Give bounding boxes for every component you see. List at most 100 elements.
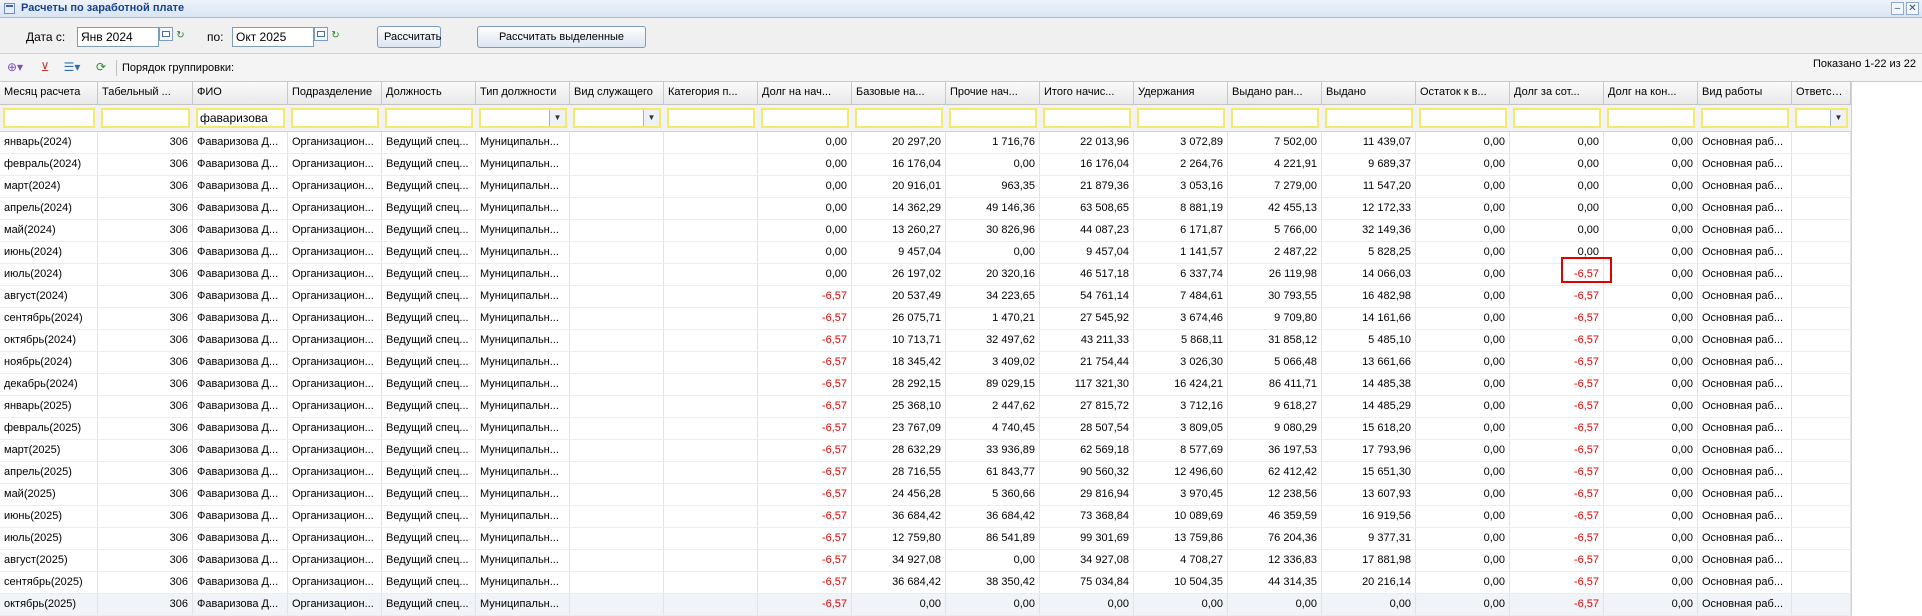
- column-header-deductions[interactable]: Удержания: [1134, 82, 1228, 104]
- table-row[interactable]: декабрь(2024) 306 Фаваризова Д... Организац…: [0, 374, 1851, 396]
- table-row[interactable]: апрель(2024) 306 Фаваризова Д... Организаци…: [0, 198, 1851, 220]
- column-header-other-accruals[interactable]: Прочие нач...: [946, 82, 1040, 104]
- cell-other-accruals: 963,35: [946, 176, 1040, 197]
- filter-input-tab-number[interactable]: [101, 108, 190, 128]
- cell-employee-type: [570, 132, 664, 153]
- column-header-employee-debt[interactable]: Долг за сот...: [1510, 82, 1604, 104]
- calendar-icon[interactable]: [159, 27, 173, 41]
- filter-input-employee-debt[interactable]: [1513, 108, 1601, 128]
- cell-month: май(2025): [0, 484, 98, 505]
- column-header-total-accrued[interactable]: Итого начис...: [1040, 82, 1134, 104]
- cell-employee-debt: 0,00: [1510, 154, 1604, 175]
- calendar-icon[interactable]: [314, 27, 328, 41]
- filter-input-employee-type[interactable]: ▼: [573, 108, 661, 128]
- window-icon: [4, 3, 15, 14]
- column-header-paid[interactable]: Выдано: [1322, 82, 1416, 104]
- cell-month: ноябрь(2024): [0, 352, 98, 373]
- chevron-down-icon[interactable]: ▼: [643, 110, 659, 126]
- chevron-down-icon[interactable]: ▼: [1830, 110, 1846, 126]
- cell-category: [664, 484, 758, 505]
- cell-position: Ведущий спец...: [382, 286, 476, 307]
- column-header-work-type[interactable]: Вид работы: [1698, 82, 1792, 104]
- cell-base-accruals: 13 260,27: [852, 220, 946, 241]
- filter-input-month[interactable]: [3, 108, 95, 128]
- filter-input-fio[interactable]: фаваризова: [196, 108, 285, 128]
- table-row[interactable]: март(2025) 306 Фаваризова Д... Организацион…: [0, 440, 1851, 462]
- cell-base-accruals: 25 368,10: [852, 396, 946, 417]
- filter-input-paid-earlier[interactable]: [1231, 108, 1319, 128]
- calculate-selected-button[interactable]: Рассчитать выделенные записи: [477, 26, 646, 63]
- column-header-responsible[interactable]: Ответственны...: [1792, 82, 1851, 104]
- table-row[interactable]: ноябрь(2024) 306 Фаваризова Д... Организаци…: [0, 352, 1851, 374]
- filter-input-deductions[interactable]: [1137, 108, 1225, 128]
- filter-input-responsible[interactable]: ▼: [1795, 108, 1848, 128]
- filter-input-work-type[interactable]: [1701, 108, 1789, 128]
- column-header-tab-number[interactable]: Табельный ...: [98, 82, 193, 104]
- cell-other-accruals: 4 740,45: [946, 418, 1040, 439]
- filter-input-remainder[interactable]: [1419, 108, 1507, 128]
- cell-position-type: Муниципальн...: [476, 440, 570, 461]
- filter-input-position-type[interactable]: ▼: [479, 108, 567, 128]
- calculate-button[interactable]: Рассчитать: [377, 26, 441, 48]
- cell-employee-type: [570, 528, 664, 549]
- column-header-position-type[interactable]: Тип должности: [476, 82, 570, 104]
- column-header-department[interactable]: Подразделение: [288, 82, 382, 104]
- table-row[interactable]: октябрь(2024) 306 Фаваризова Д... Организац…: [0, 330, 1851, 352]
- filter-clear-icon[interactable]: ⊻: [40, 60, 50, 74]
- column-header-base-accruals[interactable]: Базовые на...: [852, 82, 946, 104]
- table-row[interactable]: май(2025) 306 Фаваризова Д... Организацион.…: [0, 484, 1851, 506]
- table-row[interactable]: январь(2024) 306 Фаваризова Д... Организаци…: [0, 132, 1851, 154]
- filter-input-debt-end[interactable]: [1607, 108, 1695, 128]
- column-header-month[interactable]: Месяц расчета: [0, 82, 98, 104]
- filter-input-other-accruals[interactable]: [949, 108, 1037, 128]
- cell-month: сентябрь(2025): [0, 572, 98, 593]
- filter-input-paid[interactable]: [1325, 108, 1413, 128]
- cell-total-accrued: 43 211,33: [1040, 330, 1134, 351]
- table-row[interactable]: июнь(2025) 306 Фаваризова Д... Организацион…: [0, 506, 1851, 528]
- add-record-icon[interactable]: ⊕▾: [6, 60, 24, 74]
- column-header-position[interactable]: Должность: [382, 82, 476, 104]
- table-row[interactable]: август(2025) 306 Фаваризова Д... Организаци…: [0, 550, 1851, 572]
- table-row[interactable]: сентябрь(2024) 306 Фаваризова Д... Организа…: [0, 308, 1851, 330]
- refresh-icon[interactable]: ⟳: [95, 60, 107, 74]
- columns-menu-icon[interactable]: ☰▾: [63, 60, 81, 74]
- cell-employee-debt: -6,57: [1510, 264, 1604, 285]
- cell-tab-number: 306: [98, 484, 193, 505]
- date-to-input[interactable]: Окт 2025: [232, 27, 314, 47]
- table-row[interactable]: июль(2025) 306 Фаваризова Д... Организацион…: [0, 528, 1851, 550]
- minimize-icon[interactable]: –: [1891, 2, 1904, 15]
- table-row[interactable]: сентябрь(2025) 306 Фаваризова Д... Организа…: [0, 572, 1851, 594]
- table-row[interactable]: октябрь(2025) 306 Фаваризова Д... Организац…: [0, 594, 1851, 616]
- table-row[interactable]: февраль(2024) 306 Фаваризова Д... Организац…: [0, 154, 1851, 176]
- column-header-employee-type[interactable]: Вид служащего: [570, 82, 664, 104]
- clear-date-icon[interactable]: ↻: [176, 30, 185, 41]
- filter-input-position[interactable]: [385, 108, 473, 128]
- table-row[interactable]: март(2024) 306 Фаваризова Д... Организацион…: [0, 176, 1851, 198]
- cell-debt-end: 0,00: [1604, 594, 1698, 615]
- cell-other-accruals: 36 684,42: [946, 506, 1040, 527]
- table-row[interactable]: июнь(2024) 306 Фаваризова Д... Организацион…: [0, 242, 1851, 264]
- cell-paid-earlier: 31 858,12: [1228, 330, 1322, 351]
- filter-input-category[interactable]: [667, 108, 755, 128]
- column-header-fio[interactable]: ФИО: [193, 82, 288, 104]
- column-header-debt-start[interactable]: Долг на нач...: [758, 82, 852, 104]
- table-row[interactable]: февраль(2025) 306 Фаваризова Д... Организац…: [0, 418, 1851, 440]
- table-row[interactable]: апрель(2025) 306 Фаваризова Д... Организаци…: [0, 462, 1851, 484]
- cell-debt-end: 0,00: [1604, 418, 1698, 439]
- filter-input-total-accrued[interactable]: [1043, 108, 1131, 128]
- close-icon[interactable]: ✕: [1906, 2, 1919, 15]
- date-from-input[interactable]: Янв 2024: [77, 27, 159, 47]
- filter-input-department[interactable]: [291, 108, 379, 128]
- table-row[interactable]: август(2024) 306 Фаваризова Д... Организаци…: [0, 286, 1851, 308]
- filter-input-base-accruals[interactable]: [855, 108, 943, 128]
- filter-input-debt-start[interactable]: [761, 108, 849, 128]
- clear-date-icon[interactable]: ↻: [331, 30, 340, 41]
- table-row[interactable]: январь(2025) 306 Фаваризова Д... Организаци…: [0, 396, 1851, 418]
- column-header-paid-earlier[interactable]: Выдано ран...: [1228, 82, 1322, 104]
- table-row[interactable]: май(2024) 306 Фаваризова Д... Организацион.…: [0, 220, 1851, 242]
- table-row[interactable]: июль(2024) 306 Фаваризова Д... Организацион…: [0, 264, 1851, 286]
- column-header-category[interactable]: Категория п...: [664, 82, 758, 104]
- chevron-down-icon[interactable]: ▼: [549, 110, 565, 126]
- column-header-remainder[interactable]: Остаток к в...: [1416, 82, 1510, 104]
- column-header-debt-end[interactable]: Долг на кон...: [1604, 82, 1698, 104]
